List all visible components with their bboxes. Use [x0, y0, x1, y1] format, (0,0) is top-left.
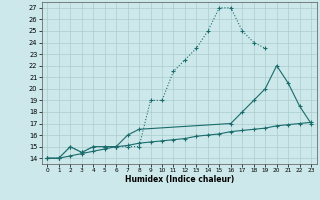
- X-axis label: Humidex (Indice chaleur): Humidex (Indice chaleur): [124, 175, 234, 184]
